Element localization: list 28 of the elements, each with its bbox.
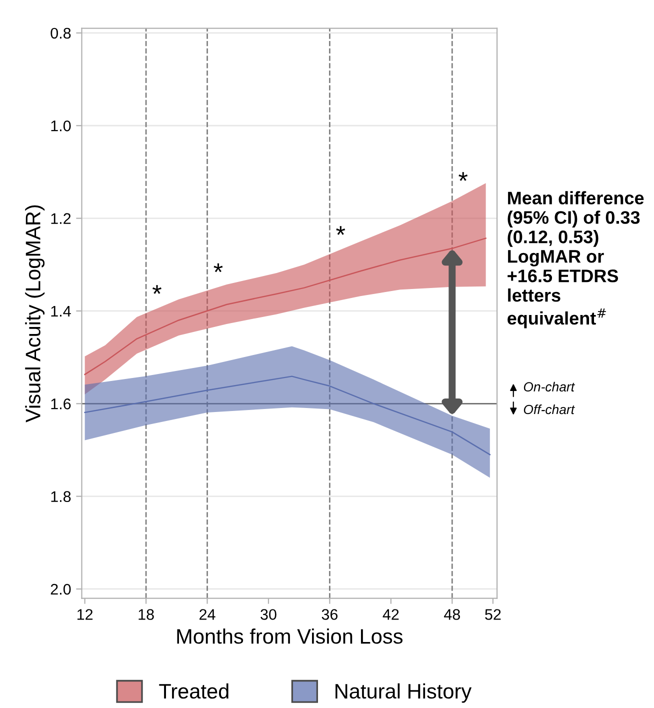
annotation: *	[152, 285, 162, 294]
line-series	[84, 376, 491, 456]
line-series	[84, 238, 486, 376]
x-tick-label: 18	[138, 609, 154, 620]
x-tick-label: 36	[322, 609, 338, 620]
y-tick-label: 1.6	[51, 398, 71, 410]
y-tick-label: 1.0	[51, 120, 71, 132]
legend-label: Natural History	[336, 683, 472, 703]
x-tick-label: 30	[260, 609, 276, 620]
text: Off-chart	[524, 404, 575, 414]
y-tick-label: 0.8	[50, 28, 71, 39]
y-tick-label: 1.2	[51, 213, 71, 224]
annotation: *	[458, 172, 468, 181]
legend-label: Treated	[159, 683, 228, 699]
x-tick-label: 52	[485, 609, 501, 620]
y-tick-label: 1.8	[51, 491, 71, 502]
annotation: *	[214, 263, 223, 272]
y-tick-label: 2.0	[50, 584, 71, 595]
annotation: *	[336, 226, 346, 235]
text: On-chart	[524, 382, 575, 392]
x-axis-title: Months from Vision Loss	[177, 628, 403, 644]
x-tick-label: 24	[200, 609, 216, 620]
text: Mean difference (95% CI) of 0.33 (0.12, 0.53) LogMAR or +16.5 ETDRS letters equivalent$^{#}$	[508, 191, 644, 328]
x-tick-label: 48	[444, 609, 460, 620]
y-tick-label: 1.4	[51, 306, 71, 317]
y-axis-title: Visual Acuity (LogMAR)	[25, 205, 45, 422]
x-tick-label: 42	[382, 609, 399, 620]
x-tick-label: 12	[77, 609, 93, 620]
